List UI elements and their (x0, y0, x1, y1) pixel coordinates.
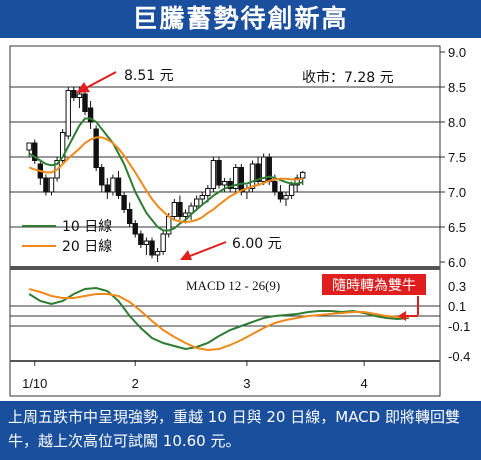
candle-body (272, 181, 278, 193)
candle-body (104, 184, 111, 193)
macd-tick-label: -0.4 (448, 349, 470, 364)
high-arrowhead (76, 82, 90, 93)
x-tick-label: 4 (361, 376, 368, 391)
price-tick-label: 7.5 (448, 150, 466, 165)
candle-body (300, 171, 306, 179)
low-arrow (189, 241, 227, 257)
candle-body (143, 240, 150, 245)
candle-body (149, 240, 155, 256)
price-tick-label: 6.5 (448, 220, 466, 235)
macd-tick-label: 0.3 (448, 279, 466, 294)
candle-body (87, 107, 94, 123)
candle-body (255, 163, 261, 182)
price-tick-label: 8.5 (448, 80, 466, 95)
x-tick-label: 2 (132, 376, 139, 391)
macd-tick-label: 0.1 (448, 299, 466, 314)
candle-body (65, 90, 71, 137)
ma20-line (28, 136, 303, 224)
candle-body (121, 195, 127, 210)
candle-body (182, 212, 189, 217)
candle-body (288, 184, 295, 196)
chart-title: 巨騰蓄勢待創新高 (132, 4, 349, 33)
caption-text: 上周五跌市中呈現強勢，重越 10 日與 20 日線，MACD 即將轉回雙牛，越上… (8, 408, 460, 450)
candle-body (110, 177, 116, 193)
low-arrowhead (180, 250, 192, 260)
candle-body (154, 251, 161, 256)
price-tick-label: 9.0 (448, 45, 466, 60)
legend-ma10-label: 10 日線 (62, 219, 112, 235)
axis-divider (10, 360, 440, 362)
candle-body (249, 163, 256, 189)
candle-body (82, 93, 88, 112)
candle-body (76, 93, 83, 98)
candle-body (93, 128, 99, 168)
ma10-line (28, 117, 304, 232)
price-tick-label: 7.0 (448, 185, 466, 200)
price-tick-label: 8.0 (448, 115, 466, 130)
candle-body (43, 177, 49, 193)
low-annotation: 6.00 元 (232, 236, 282, 252)
candle-body (294, 177, 300, 186)
candle-body (205, 188, 211, 196)
caption-bar (0, 401, 481, 460)
candle-body (283, 195, 289, 200)
candle-body (233, 167, 239, 189)
candle-body (99, 167, 105, 186)
candle-body (277, 191, 284, 200)
high-arrow (85, 71, 117, 89)
candle-body (216, 160, 222, 186)
legend-ma20-label: 20 日線 (62, 239, 112, 255)
candle-body (221, 181, 228, 186)
candle-body (59, 132, 66, 161)
candle-body (238, 167, 245, 193)
price-tick-label: 6.0 (448, 255, 466, 270)
candle-body (171, 202, 178, 217)
candle-body (26, 142, 32, 151)
candle-body (210, 160, 217, 189)
candle-body (138, 233, 144, 245)
candle-body (132, 223, 138, 235)
candle-body (199, 195, 205, 200)
candle-body (160, 233, 166, 252)
x-tick-label: 1/10 (22, 376, 47, 391)
signal-text: 隨時轉為雙牛 (332, 278, 416, 294)
candle-body (188, 205, 194, 214)
candle-body (193, 198, 200, 207)
candle-body (177, 202, 183, 217)
panel-divider (10, 266, 440, 270)
stock-chart: 9.0 8.5 8.0 7.5 7.0 6.5 6.0 0.3 0.1 -0.1 -0.4 1/1… (9, 45, 470, 397)
signal-box (322, 274, 426, 295)
candle-body (126, 209, 133, 224)
candle-body (71, 90, 77, 98)
last-close-label: 收市：7.28 元 (302, 69, 394, 86)
high-annotation: 8.51 元 (124, 68, 174, 84)
candle-body (32, 142, 38, 161)
signal-arrowhead (398, 311, 406, 321)
candle-body (260, 156, 267, 182)
plot-frame (9, 45, 441, 397)
macd-label: MACD 12 - 26(9) (186, 278, 280, 293)
title-bar (0, 0, 481, 38)
candle-body (115, 177, 122, 196)
macd-dea-line (28, 288, 409, 352)
candle-body (48, 177, 55, 193)
x-tick-label: 3 (243, 376, 250, 391)
macd-tick-label: -0.1 (448, 319, 470, 334)
